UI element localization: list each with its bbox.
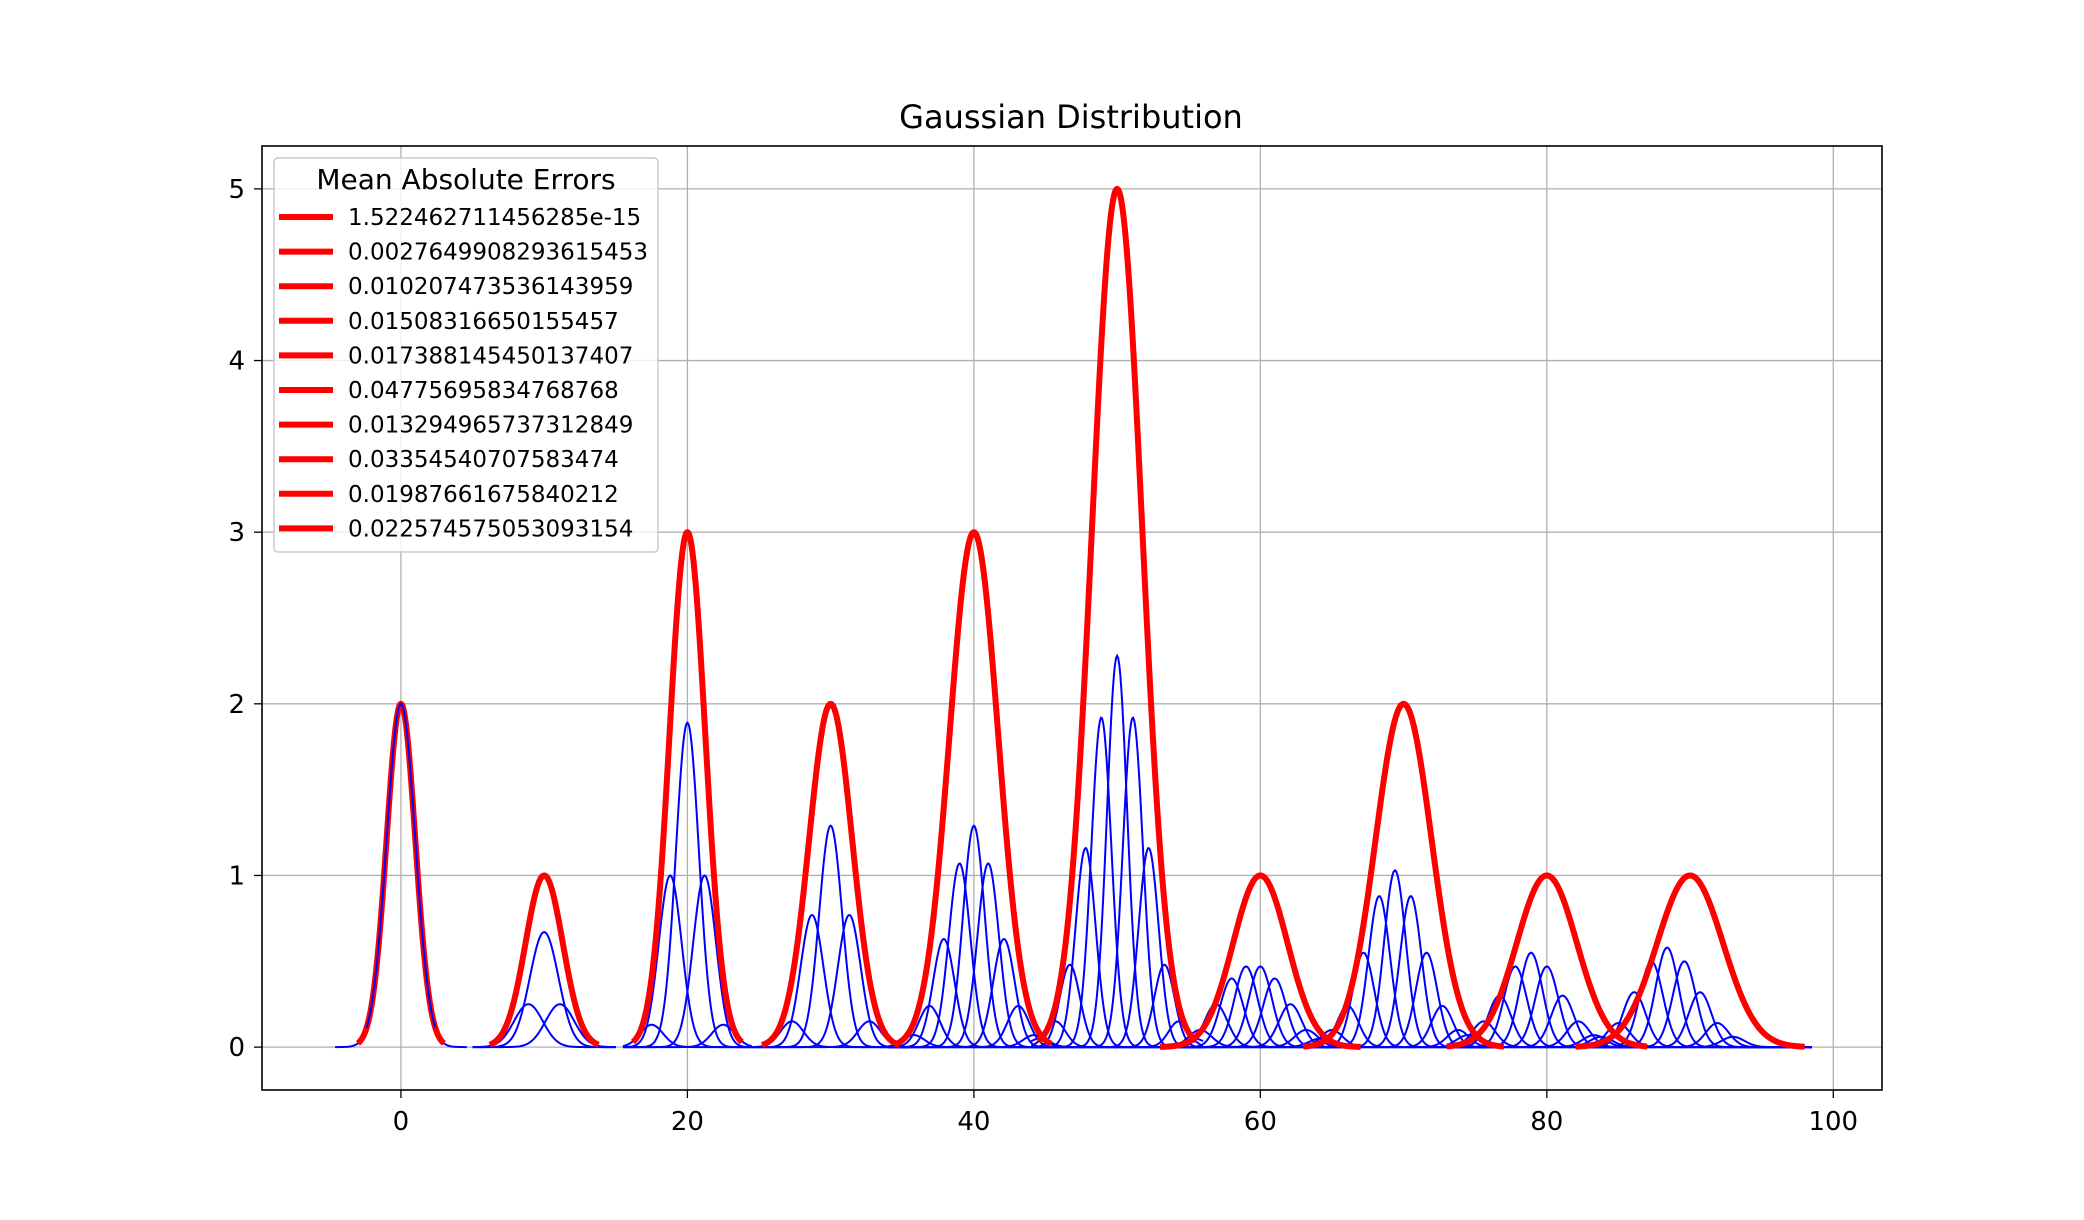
legend-label: 0.03354540707583474 [348, 447, 619, 473]
legend-title: Mean Absolute Errors [316, 163, 615, 196]
y-tick-label: 4 [228, 347, 245, 377]
target-curve [1573, 872, 1807, 1050]
legend-label: 1.522462711456285e-15 [348, 205, 641, 231]
legend-label: 0.013294965737312849 [348, 413, 633, 439]
target-curve [487, 872, 601, 1048]
component-curve [887, 1034, 1060, 1049]
target-curve [1036, 185, 1198, 1044]
chart-title: Gaussian Distribution [899, 98, 1243, 136]
y-tick-label: 5 [228, 175, 245, 205]
target-curve [1301, 700, 1506, 1050]
target-curve [894, 529, 1054, 1047]
component-curve [622, 1023, 753, 1049]
y-tick-label: 3 [228, 518, 245, 548]
y-tick-label: 1 [228, 861, 245, 891]
x-tick-label: 60 [1244, 1107, 1277, 1137]
legend-label: 0.01508316650155457 [348, 309, 619, 335]
legend-label: 0.01987661675840212 [348, 482, 619, 508]
y-tick-label: 0 [228, 1033, 245, 1063]
legend-entries: 1.522462711456285e-15 0.00276499082936154… [279, 205, 648, 542]
legend-box [273, 157, 659, 553]
legend-label: 0.04775695834768768 [348, 378, 619, 404]
x-tick-label: 80 [1530, 1107, 1563, 1137]
x-tick-label: 20 [671, 1107, 704, 1137]
target-curve [759, 700, 902, 1048]
target-curves [355, 185, 1807, 1050]
y-tick-label: 2 [228, 690, 245, 720]
component-curve [1575, 1035, 1812, 1049]
component-curve [1446, 1034, 1648, 1049]
x-tick-label: 40 [957, 1107, 990, 1137]
plot-frame [261, 145, 1883, 1091]
legend-label: 0.022574575053093154 [348, 516, 633, 542]
x-tick-label: 100 [1808, 1107, 1858, 1137]
legend-label: 0.0027649908293615453 [348, 240, 648, 266]
target-curve [630, 529, 745, 1045]
axis-ticks: 0 20 40 60 80 100 0 1 2 3 4 5 [228, 175, 1858, 1137]
component-curve-overlay [365, 702, 437, 1029]
legend-label: 0.010207473536143959 [348, 274, 633, 300]
legend-label: 0.017388145450137407 [348, 343, 633, 369]
x-tick-label: 0 [393, 1107, 410, 1137]
legend: Mean Absolute Errors 1.522462711456285e-… [273, 157, 659, 553]
